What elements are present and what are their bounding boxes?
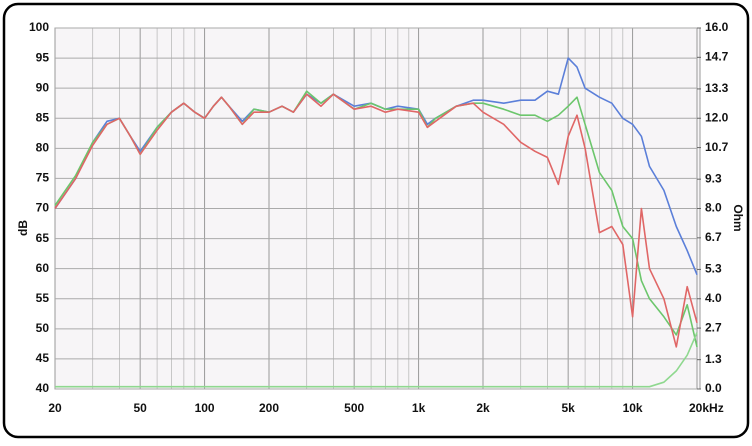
y-tick-label: 75: [36, 171, 50, 185]
y2-tick-label: 9.3: [705, 171, 722, 185]
x-tick-label: 5k: [561, 401, 575, 415]
y-tick-label: 85: [36, 110, 50, 124]
y-tick-label: 55: [36, 291, 50, 305]
y2-tick-label: 0.0: [705, 381, 722, 395]
y2-tick-label: 6.7: [705, 230, 722, 244]
x-tick-label: 100: [195, 401, 215, 415]
y2-tick-label: 13.3: [705, 81, 729, 95]
x-tick-label: 500: [344, 401, 364, 415]
y2-tick-label: 12.0: [705, 110, 729, 124]
y-tick-label: 50: [36, 321, 50, 335]
y-tick-label: 40: [36, 381, 50, 395]
y-tick-label: 65: [36, 231, 50, 245]
x-tick-label: 200: [259, 401, 279, 415]
y-tick-label: 90: [36, 80, 50, 94]
y2-tick-label: 2.7: [705, 320, 722, 334]
y2-tick-label: 5.3: [705, 262, 722, 276]
y-tick-label: 95: [36, 50, 50, 64]
y2-tick-label: 10.7: [705, 140, 729, 154]
y2-tick-label: 8.0: [705, 201, 722, 215]
y-tick-label: 70: [36, 201, 50, 215]
y-tick-label: 60: [36, 261, 50, 275]
x-tick-label: 1k: [412, 401, 426, 415]
x-tick-label: 10k: [623, 401, 643, 415]
x-tick-label: 2k: [476, 401, 490, 415]
y-axis-label: dB: [16, 220, 30, 236]
series-line: [55, 332, 698, 388]
y2-tick-label: 1.3: [705, 352, 722, 366]
y2-tick-label: 4.0: [705, 291, 722, 305]
y-tick-label: 45: [36, 351, 50, 365]
y-tick-label: 80: [36, 141, 50, 155]
x-tick-label: 50: [133, 401, 147, 415]
y2-tick-label: 16.0: [705, 20, 729, 34]
x-tick-label: 20: [48, 401, 62, 415]
y-tick-label: 100: [29, 20, 49, 34]
y2-axis-label: Ohm: [731, 204, 745, 231]
x-tick-label: 20kHz: [689, 401, 724, 415]
series-line: [54, 93, 698, 348]
y2-tick-label: 14.7: [705, 50, 729, 64]
